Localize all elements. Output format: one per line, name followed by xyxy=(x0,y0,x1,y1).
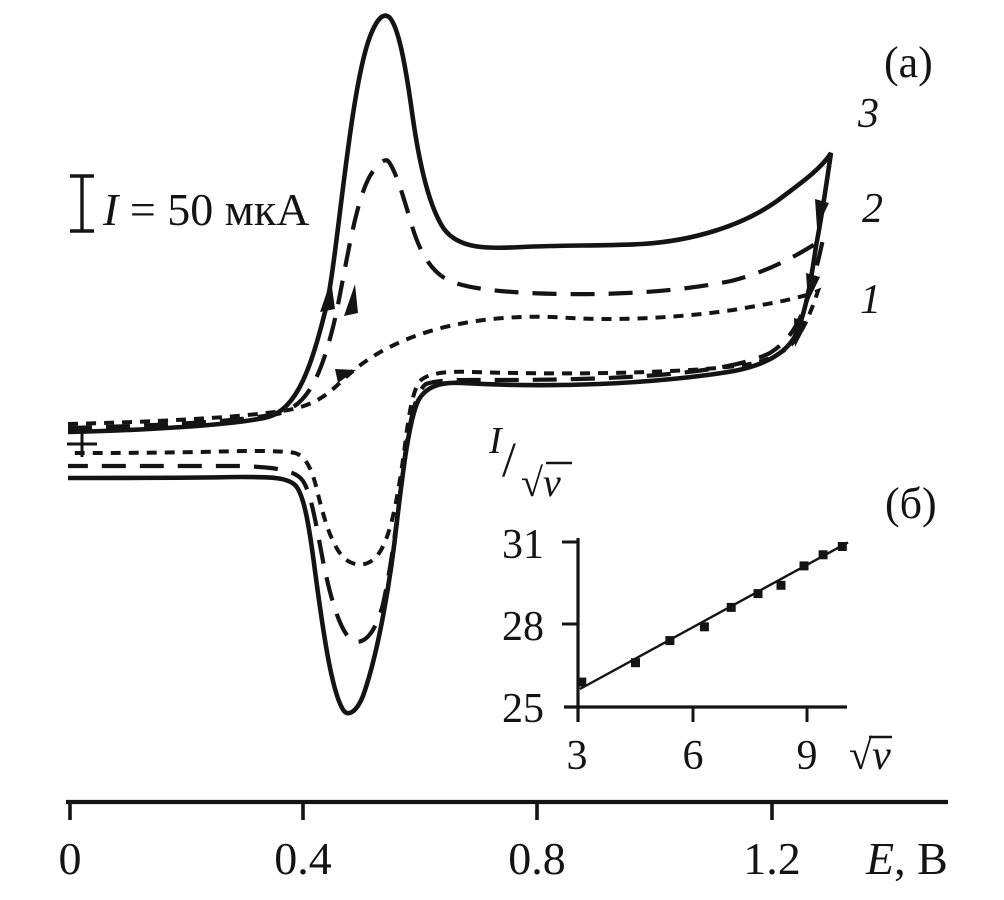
arrow-forward-curve-1 xyxy=(335,369,356,383)
svg-text:√v: √v xyxy=(521,460,561,505)
panel-b-label: (б) xyxy=(885,479,937,528)
inset-x-tick-9: 9 xyxy=(797,733,818,779)
inset-data-point xyxy=(699,622,709,632)
scale-bar-label: I = 50 мкА xyxy=(102,184,309,235)
arrow-forward-curve-2 xyxy=(344,284,358,316)
inset-data-point xyxy=(818,550,828,560)
arrow-return-curve-2 xyxy=(806,273,820,302)
potential-axis: 0 0.4 0.8 1.2 E, В xyxy=(59,799,948,884)
main-plot: I = 50 мкА 0 0.4 0.8 1.2 E, В 3 2 1 (а) xyxy=(59,13,948,884)
inset-plot: 31 28 25 3 6 9 √v I / √v (б) xyxy=(488,420,937,779)
panel-a-label: (а) xyxy=(884,38,933,87)
x-tick-0: 0 xyxy=(59,833,82,884)
inset-axes xyxy=(562,538,847,722)
inset-y-axis-label: I / √v xyxy=(488,420,572,505)
cv-curve-1 xyxy=(67,287,822,567)
inset-data-point xyxy=(837,542,847,551)
svg-text:/: / xyxy=(502,431,516,487)
inset-x-axis-label: √v xyxy=(849,733,892,779)
x-tick-0.4: 0.4 xyxy=(274,833,332,884)
inset-points xyxy=(577,542,847,687)
inset-x-tick-6: 6 xyxy=(683,733,704,779)
inset-data-point xyxy=(631,658,640,668)
svg-text:√v: √v xyxy=(849,733,891,779)
current-scale-bar: I = 50 мкА xyxy=(70,174,309,235)
arrow-return-curve-3 xyxy=(815,199,829,228)
zero-current-marker xyxy=(67,431,97,457)
arrow-forward-curve-3 xyxy=(320,280,335,312)
svg-text:I: I xyxy=(488,420,504,462)
curve-label-2: 2 xyxy=(862,186,883,232)
arrow-return-curve-1 xyxy=(794,318,808,347)
curve-label-1: 1 xyxy=(860,277,881,323)
x-axis-label: E, В xyxy=(865,833,948,884)
x-tick-1.2: 1.2 xyxy=(743,833,801,884)
inset-y-tick-25: 25 xyxy=(502,686,544,732)
inset-x-tick-3: 3 xyxy=(567,733,588,779)
cv-curve-3 xyxy=(67,13,834,716)
inset-data-point xyxy=(726,602,736,612)
inset-data-point xyxy=(753,589,763,599)
inset-y-tick-28: 28 xyxy=(502,604,544,650)
inset-data-point xyxy=(799,561,809,571)
inset-data-point xyxy=(776,580,786,590)
inset-data-point xyxy=(577,677,587,687)
inset-data-point xyxy=(665,636,675,646)
x-tick-0.8: 0.8 xyxy=(508,833,566,884)
inset-y-tick-31: 31 xyxy=(502,522,544,568)
curve-label-3: 3 xyxy=(857,91,879,137)
